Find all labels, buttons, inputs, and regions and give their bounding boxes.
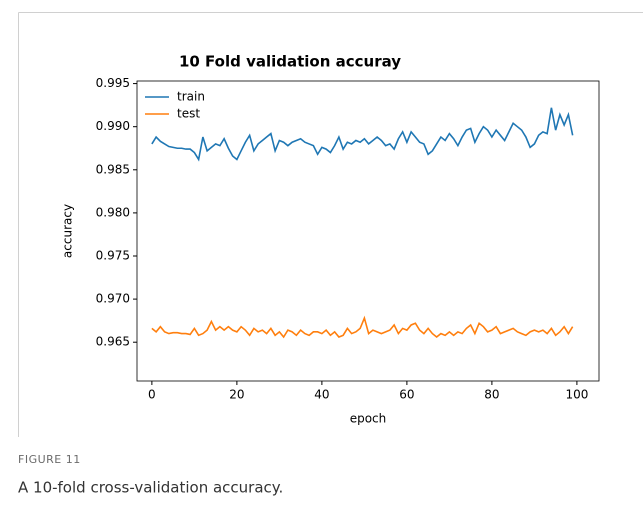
figure-caption: A 10-fold cross-validation accuracy. (18, 479, 283, 497)
x-tick-label: 100 (565, 388, 588, 402)
y-axis-label: accuracy (61, 204, 75, 258)
line-series (151, 315, 574, 339)
x-tick-label: 60 (399, 388, 414, 402)
x-tick-label: 0 (148, 388, 156, 402)
y-tick-label: 0.985 (96, 162, 130, 176)
legend-label: train (177, 90, 205, 104)
plot-frame (136, 80, 600, 382)
x-tick-label: 40 (314, 388, 329, 402)
y-tick-label: 0.970 (96, 292, 130, 306)
figure-label: FIGURE 11 (18, 453, 81, 466)
x-axis-label: epoch (350, 412, 387, 426)
y-tick-label: 0.995 (96, 76, 130, 90)
y-tick-label: 0.980 (96, 205, 130, 219)
y-tick-label: 0.990 (96, 119, 130, 133)
chart-title: 10 Fold validation accuray (179, 53, 401, 71)
x-tick-label: 20 (229, 388, 244, 402)
y-tick-label: 0.965 (96, 335, 130, 349)
line-series (151, 107, 574, 162)
legend-label: test (177, 107, 200, 121)
x-tick-label: 80 (484, 388, 499, 402)
y-tick-label: 0.975 (96, 249, 130, 263)
